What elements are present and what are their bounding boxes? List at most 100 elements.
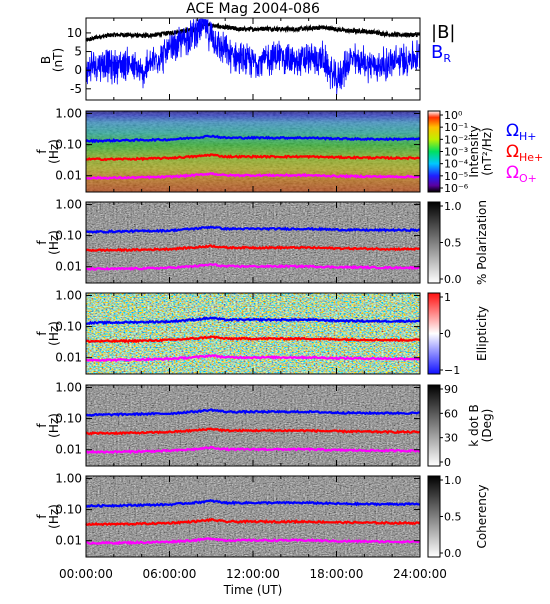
x-axis-label: Time (UT) xyxy=(223,583,283,597)
panel-polarization: 1.00 0.10 0.01 f(Hz) 1.0 0.5 0.0 % Polarization xyxy=(35,197,489,286)
gyro-line-o xyxy=(85,537,421,546)
colorbar-tick-label: 0.0 xyxy=(444,273,462,286)
spectrogram-texture xyxy=(86,202,420,283)
y-tick-label: 0.10 xyxy=(55,412,82,426)
colorbar-tick-label: 10⁻⁵ xyxy=(444,170,468,183)
y-tick-label: 1.00 xyxy=(55,197,82,211)
x-tick-label: 00:00:00 xyxy=(59,567,113,581)
colorbar-tick-label: 10⁰ xyxy=(444,109,463,122)
y-tick-label: 1.00 xyxy=(55,106,82,120)
y-axis-unit: (Hz) xyxy=(47,230,61,255)
colorbar-tick-label: 0.5 xyxy=(444,511,462,524)
colorbar-tick-label: 30 xyxy=(444,432,458,445)
series-br-line xyxy=(85,18,421,96)
gyro-line-o xyxy=(85,354,421,363)
y-tick-label: 0.10 xyxy=(55,229,82,243)
gyro-line-h xyxy=(85,134,421,144)
spectrogram-texture xyxy=(86,111,420,192)
gyro-line-h xyxy=(85,225,421,234)
panel-ellipticity: 1.00 0.10 0.01 f(Hz) 1 0 −1 Ellipticity xyxy=(35,288,489,377)
colorbar-label: Coherency xyxy=(475,484,489,548)
figure-title: ACE Mag 2004-086 xyxy=(186,1,320,17)
x-tick-label: 06:00:00 xyxy=(143,567,197,581)
y-tick-label: 1.00 xyxy=(55,471,82,485)
panel-kdotb: 1.00 0.10 0.01 f(Hz) 90 60 30 0 k dot B (Deg) xyxy=(35,380,494,469)
y-tick-label: -5 xyxy=(70,82,82,96)
colorbar-tick-label: 10⁻² xyxy=(444,133,468,146)
x-tick-label: 24:00:00 xyxy=(393,567,447,581)
y-tick-label: 5 xyxy=(74,45,82,59)
colorbar xyxy=(427,292,441,375)
colorbar-tick-label: 10⁻¹ xyxy=(444,121,468,134)
colorbar-tick-label: 0.5 xyxy=(444,237,462,250)
colorbar-tick-label: 0 xyxy=(444,328,451,341)
colorbar-label: Ellipticity xyxy=(475,306,489,361)
y-axis-label: f xyxy=(35,423,49,428)
y-axis-unit: (nT) xyxy=(51,48,65,72)
x-tick-label: 18:00:00 xyxy=(310,567,364,581)
y-axis-label: f xyxy=(35,514,49,519)
panel-b-field: 10 5 0 -5 B(nT) |B|BR xyxy=(39,17,455,101)
gyro-line-he xyxy=(85,244,421,253)
gyro-line-o xyxy=(85,445,421,455)
y-axis-label: B xyxy=(39,56,53,64)
spectrogram-texture xyxy=(86,476,420,557)
colorbar-tick-label: 10⁻⁶ xyxy=(444,182,469,195)
colorbar-tick-label: 90 xyxy=(444,383,458,396)
y-axis-unit: (Hz) xyxy=(47,413,61,438)
legend-omega-o: ΩO+ xyxy=(506,163,537,185)
gyro-line-h xyxy=(85,408,421,417)
x-tick-label: 12:00:00 xyxy=(226,567,280,581)
gyro-line-he xyxy=(85,427,421,436)
panel-coherency: 1.00 0.10 0.01 f(Hz) 1.0 0.5 0.0 Coherency xyxy=(35,471,489,560)
colorbar-unit: (Deg) xyxy=(480,409,494,443)
colorbar xyxy=(427,201,441,284)
y-tick-label: 1.00 xyxy=(55,380,82,394)
panel-intensity: 1.00 0.10 0.01 f(Hz) 10⁰10⁻¹10⁻²10⁻³10⁻⁴10⁻⁵… xyxy=(35,106,494,195)
colorbar-tick-label: 60 xyxy=(444,407,458,420)
gyro-line-he xyxy=(85,153,421,162)
colorbar xyxy=(427,475,441,558)
y-tick-label: 0.01 xyxy=(55,443,82,457)
colorbar-tick-label: 0.0 xyxy=(444,547,462,560)
colorbar xyxy=(427,110,441,193)
y-axis-unit: (Hz) xyxy=(47,139,61,164)
colorbar-label: % Polarization xyxy=(475,200,489,285)
colorbar-tick-label: 10⁻³ xyxy=(444,146,468,159)
legend-omega-h: ΩH+ xyxy=(506,121,537,143)
gyro-line-o xyxy=(85,171,421,181)
y-tick-label: 0.01 xyxy=(55,351,82,365)
colorbar xyxy=(427,384,441,467)
colorbar-tick-label: 0 xyxy=(444,456,451,469)
y-axis-unit: (Hz) xyxy=(47,321,61,346)
series-btotal-line xyxy=(85,21,421,42)
colorbar-tick-label: 10⁻⁴ xyxy=(444,158,469,171)
spectrogram-texture xyxy=(86,293,420,374)
legend-omega-he: ΩHe+ xyxy=(506,142,543,164)
figure-layer: ACE Mag 2004-0861050-5B(nT)|B|BR1.000.10… xyxy=(35,1,543,597)
colorbar-tick-label: 1.0 xyxy=(444,200,462,213)
y-tick-label: 10 xyxy=(67,26,82,40)
spectrogram-texture xyxy=(86,385,420,466)
gyro-line-he xyxy=(85,517,421,527)
y-tick-label: 0.10 xyxy=(55,138,82,152)
y-tick-label: 0.01 xyxy=(55,169,82,183)
y-tick-label: 0.10 xyxy=(55,503,82,517)
colorbar-label: Intensity xyxy=(467,125,481,177)
y-tick-label: 0.01 xyxy=(55,534,82,548)
y-tick-label: 0.10 xyxy=(55,320,82,334)
y-tick-label: 0 xyxy=(74,63,82,77)
colorbar-tick-label: −1 xyxy=(444,364,460,377)
gyro-line-h xyxy=(85,316,421,326)
colorbar-tick-label: 1.0 xyxy=(444,474,462,487)
legend-btotal: |B| xyxy=(431,22,455,43)
colorbar-label: k dot B xyxy=(467,404,481,446)
colorbar-tick-label: 1 xyxy=(444,291,451,304)
legend-br: BR xyxy=(431,42,451,65)
y-axis-unit: (Hz) xyxy=(47,504,61,529)
y-axis-label: f xyxy=(35,240,49,245)
gyro-line-h xyxy=(85,499,421,508)
gyro-line-he xyxy=(85,335,421,344)
